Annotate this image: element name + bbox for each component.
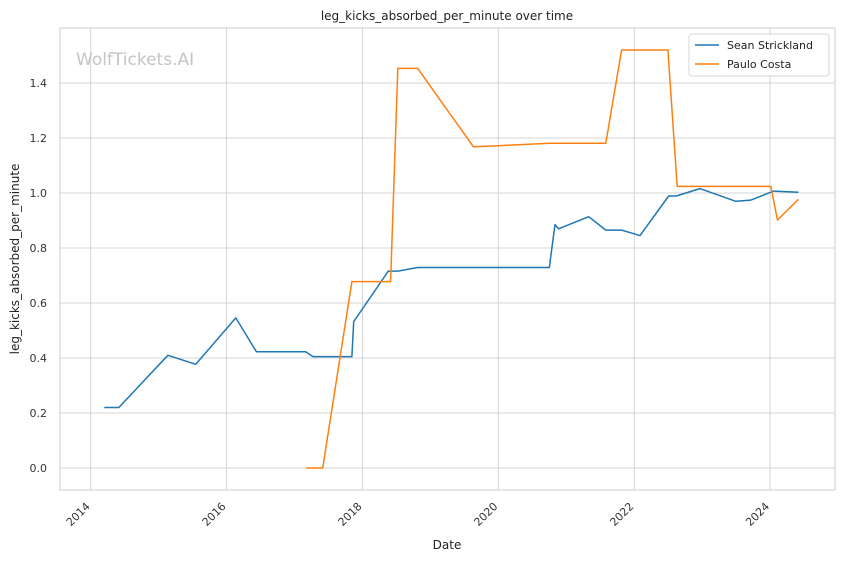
x-axis-title: Date [433,538,462,552]
x-tick-label: 2024 [743,500,772,529]
y-axis-title: leg_kicks_absorbed_per_minute [8,164,22,355]
y-tick-label: 0.0 [30,462,48,475]
series-line-paulo-costa [306,49,799,469]
series-lines [104,49,799,469]
y-tick-label: 0.8 [30,242,48,255]
x-tick-label: 2016 [200,500,229,529]
x-axis-ticks: 2014 2016 2018 2020 2022 2024 [64,500,772,529]
y-tick-label: 0.4 [30,352,48,365]
x-tick-label: 2018 [336,500,365,529]
y-axis-ticks: 0.0 0.2 0.4 0.6 0.8 1.0 1.2 1.4 [30,77,48,475]
plot-area [59,27,836,491]
y-tick-label: 0.2 [30,407,48,420]
legend-box [688,33,830,77]
x-tick-label: 2020 [471,500,500,529]
y-tick-label: 1.2 [30,132,48,145]
legend: Sean Strickland Paulo Costa [688,33,830,77]
y-tick-label: 1.0 [30,187,48,200]
y-gridlines [60,82,835,469]
chart-title: leg_kicks_absorbed_per_minute over time [321,9,573,23]
x-tick-label: 2014 [64,500,93,529]
watermark: WolfTickets.AI [76,50,194,70]
series-line-sean-strickland [104,187,799,409]
y-tick-label: 1.4 [30,77,48,90]
x-tick-label: 2022 [607,500,636,529]
legend-label-sean-strickland: Sean Strickland [727,39,813,52]
legend-label-paulo-costa: Paulo Costa [727,58,791,71]
y-tick-label: 0.6 [30,297,48,310]
